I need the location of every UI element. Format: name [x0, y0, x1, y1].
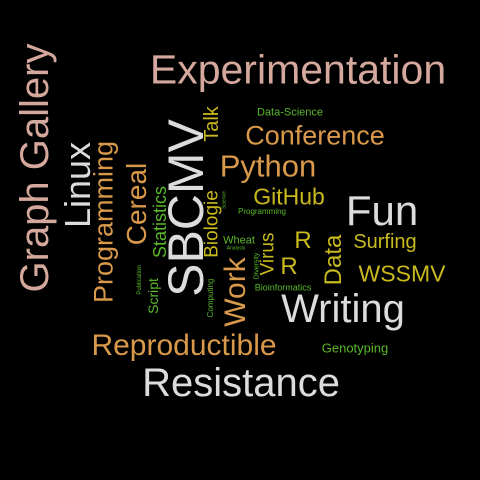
word-computing: Computing: [206, 278, 215, 318]
word-cereal: Cereal: [121, 162, 152, 246]
word-data-science: Data-Science: [256, 106, 324, 119]
word-python: Python: [219, 148, 317, 184]
word-script: Script: [145, 278, 161, 314]
word-publication: Publication: [137, 265, 143, 295]
word-reproductible: Reproductible: [91, 329, 277, 362]
word-programming-orange: Programming: [88, 140, 119, 304]
word-bioinformatics: Bioinformatics: [254, 282, 312, 293]
word-writing: Writing: [281, 287, 405, 331]
word-genotyping: Genotyping: [321, 340, 389, 356]
word-resistance: Resistance: [142, 361, 340, 405]
word-analysis: Analysis: [226, 245, 246, 252]
word-talk: Talk: [201, 106, 223, 142]
word-statistics: Statistics: [150, 185, 170, 259]
word-r-upper: R: [294, 227, 312, 254]
word-github: GitHub: [253, 183, 325, 210]
word-r-lower: R: [280, 253, 298, 280]
word-virus: Virus: [257, 232, 279, 276]
word-science: Science: [221, 191, 228, 209]
word-graph-gallery: Graph Gallery: [13, 43, 57, 293]
word-wheat: Wheat: [223, 234, 255, 247]
word-experimentation: Experimentation: [149, 46, 447, 93]
word-work: Work: [219, 257, 252, 327]
word-surfing: Surfing: [353, 231, 417, 253]
word-diversity: Diversity: [253, 252, 261, 280]
word-biologie: Biologie: [201, 190, 223, 258]
word-conference: Conference: [245, 120, 385, 151]
word-programming-green: Programming: [237, 207, 287, 216]
word-wssmv: WSSMV: [358, 260, 446, 287]
word-data: Data: [320, 234, 347, 286]
word-fun: Fun: [345, 187, 419, 234]
